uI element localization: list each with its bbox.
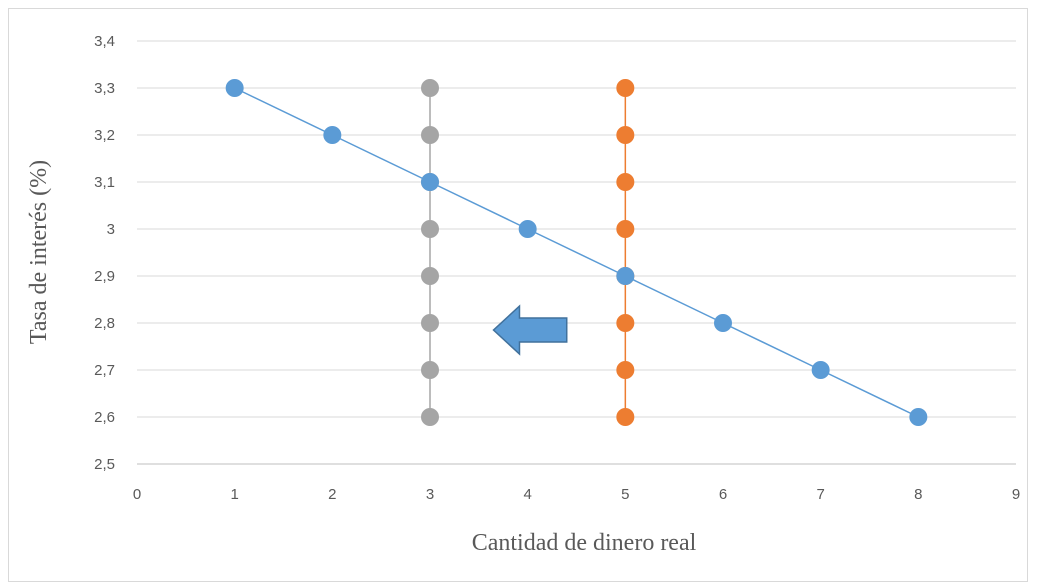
x-tick-label: 8 bbox=[914, 486, 922, 503]
x-tick-label: 5 bbox=[621, 486, 629, 503]
y-tick-label: 3,4 bbox=[94, 33, 115, 50]
y-axis-title: Tasa de interés (%) bbox=[26, 160, 52, 344]
data-point bbox=[421, 361, 439, 379]
data-point bbox=[811, 361, 830, 379]
annotations bbox=[492, 304, 568, 356]
data-point bbox=[616, 220, 635, 238]
x-tick-label: 4 bbox=[523, 486, 531, 503]
plot-area bbox=[225, 79, 928, 426]
tick-labels: 2,5 2,6 2,7 2,8 2,9 3 3,1 3,2 3,3 3,4 0 1 2 3 4 5 6 7 8 9 bbox=[94, 33, 1020, 503]
y-tick-label: 3,1 bbox=[94, 174, 115, 191]
data-point bbox=[616, 408, 635, 426]
y-tick-label: 2,6 bbox=[94, 409, 115, 426]
arrow-annotation bbox=[492, 304, 568, 356]
data-point bbox=[616, 126, 635, 144]
data-point bbox=[714, 314, 732, 332]
data-point bbox=[323, 126, 342, 144]
x-tick-label: 2 bbox=[328, 486, 336, 503]
y-tick-label: 2,8 bbox=[94, 315, 115, 332]
data-point bbox=[421, 79, 439, 97]
x-tick-label: 3 bbox=[426, 486, 434, 503]
y-tick-label: 2,5 bbox=[94, 456, 115, 473]
chart-frame bbox=[8, 8, 1028, 582]
gridlines bbox=[137, 40, 1016, 418]
data-point bbox=[616, 267, 635, 285]
y-tick-label: 3 bbox=[107, 221, 115, 238]
data-point bbox=[421, 408, 439, 426]
data-point bbox=[909, 408, 928, 426]
x-axis-title: Cantidad de dinero real bbox=[472, 530, 697, 556]
data-point bbox=[616, 79, 635, 97]
data-point bbox=[421, 220, 439, 238]
data-point bbox=[518, 220, 537, 238]
data-point bbox=[421, 126, 439, 144]
x-tick-label: 7 bbox=[816, 486, 824, 503]
data-point bbox=[616, 173, 635, 191]
y-tick-label: 2,9 bbox=[94, 268, 115, 285]
data-point bbox=[616, 314, 635, 332]
y-tick-label: 3,3 bbox=[94, 80, 115, 97]
data-point bbox=[421, 267, 439, 285]
y-tick-label: 2,7 bbox=[94, 362, 115, 379]
series-line bbox=[234, 87, 919, 418]
data-point bbox=[421, 173, 439, 191]
data-point bbox=[616, 361, 635, 379]
x-tick-label: 6 bbox=[719, 486, 727, 503]
x-tick-label: 1 bbox=[230, 486, 238, 503]
x-tick-label: 9 bbox=[1012, 486, 1020, 503]
x-tick-label: 0 bbox=[133, 486, 141, 503]
data-point bbox=[225, 79, 244, 97]
data-point bbox=[421, 314, 439, 332]
y-tick-label: 3,2 bbox=[94, 127, 115, 144]
